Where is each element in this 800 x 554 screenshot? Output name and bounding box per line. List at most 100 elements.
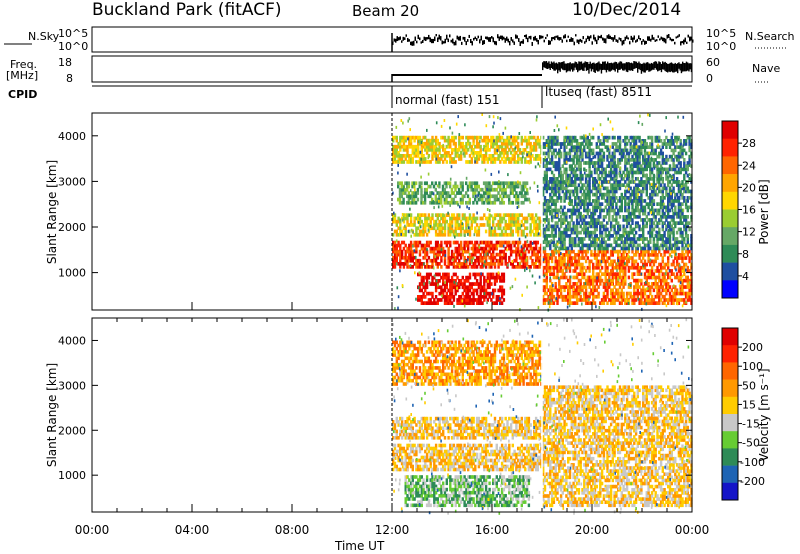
heatmap-cell — [452, 141, 456, 146]
heatmap-cell — [454, 288, 457, 293]
heatmap-cell — [611, 154, 614, 159]
heatmap-cell — [518, 249, 522, 254]
heatmap-cell — [552, 164, 556, 168]
heatmap-cell — [554, 243, 557, 248]
heatmap-cell — [609, 227, 613, 232]
heatmap-cell — [472, 295, 475, 299]
heatmap-cell — [575, 196, 579, 200]
heatmap-cell — [620, 278, 623, 283]
heatmap-cell — [517, 135, 520, 140]
heatmap-cell — [558, 285, 561, 289]
heatmap-cell — [504, 252, 507, 257]
heatmap-cell — [665, 158, 668, 162]
heatmap-cell — [488, 229, 491, 234]
nsky-sample — [464, 36, 466, 42]
heatmap-cell — [440, 144, 443, 149]
heatmap-cell — [433, 298, 436, 302]
heatmap-cell — [645, 180, 648, 184]
heatmap-cell — [517, 154, 520, 158]
nsky-sample — [609, 35, 611, 40]
heatmap-cell — [606, 202, 609, 206]
heatmap-cell — [658, 167, 661, 172]
heatmap-cell — [563, 148, 566, 153]
heatmap-cell — [406, 223, 409, 227]
heatmap-cell — [599, 148, 602, 153]
heatmap-cell — [602, 294, 606, 299]
heatmap-cell — [567, 177, 570, 181]
heatmap-cell — [640, 142, 643, 146]
heatmap-cell — [622, 196, 625, 200]
heatmap-cell — [434, 200, 437, 205]
heatmap-cell — [642, 253, 645, 257]
heatmap-cell — [470, 298, 473, 302]
heatmap-cell — [592, 164, 595, 168]
heatmap-cell — [465, 243, 468, 248]
heatmap-cell — [617, 237, 620, 241]
heatmap-cell — [599, 142, 602, 146]
heatmap-cell — [547, 218, 550, 222]
heatmap-cell — [531, 154, 534, 158]
heatmap-cell — [667, 180, 670, 184]
heatmap-cell — [665, 161, 668, 165]
heatmap-cell — [656, 208, 659, 213]
heatmap-cell — [509, 191, 513, 195]
heatmap-cell — [486, 184, 489, 189]
heatmap-cell — [508, 216, 511, 221]
heatmap-cell — [522, 246, 525, 251]
heatmap-cell — [654, 294, 657, 299]
heatmap-cell — [608, 208, 611, 213]
heatmap-cell — [592, 288, 595, 293]
heatmap-cell — [672, 142, 675, 146]
heatmap-cell — [434, 141, 438, 146]
heatmap-cell — [511, 223, 514, 227]
heatmap-cell — [497, 191, 500, 195]
heatmap-cell — [647, 161, 650, 165]
heatmap-cell — [593, 243, 597, 248]
heatmap-cell — [649, 208, 652, 213]
heatmap-cell — [568, 173, 572, 178]
heatmap-cell — [599, 211, 602, 216]
freq-unit: [MHz] — [6, 69, 38, 82]
heatmap-cell — [458, 144, 461, 149]
heatmap-cell — [661, 224, 664, 229]
heatmap-cell — [457, 187, 461, 192]
heatmap-cell — [399, 135, 402, 140]
heatmap-cell — [545, 180, 548, 184]
heatmap-cell — [574, 259, 577, 264]
heatmap-cell — [527, 138, 531, 143]
heatmap-cell — [650, 221, 654, 225]
heatmap-cell — [447, 265, 450, 269]
heatmap-cell — [620, 237, 623, 241]
heatmap-cell — [665, 192, 668, 197]
heatmap-cell — [488, 138, 491, 143]
heatmap-cell — [409, 213, 413, 217]
heatmap-cell — [602, 291, 606, 296]
heatmap-cell — [593, 183, 597, 187]
heatmap-cell — [542, 218, 545, 222]
heatmap-cell — [586, 186, 589, 191]
heatmap-cell — [438, 144, 441, 149]
heatmap-cell — [561, 177, 564, 181]
heatmap-cell — [515, 197, 518, 202]
heatmap-cell — [511, 213, 514, 217]
heatmap-cell — [681, 285, 684, 289]
heatmap-cell — [622, 298, 625, 302]
heatmap-cell — [404, 157, 407, 161]
heatmap-cell — [595, 170, 598, 175]
heatmap-cell — [406, 216, 409, 221]
heatmap-cell — [590, 189, 593, 194]
heatmap-cell — [472, 194, 475, 199]
heatmap-cell — [499, 135, 502, 140]
heatmap-cell — [622, 148, 625, 153]
heatmap-cell — [492, 272, 495, 277]
heatmap-cell — [613, 208, 616, 213]
heatmap-cell — [668, 192, 672, 197]
heatmap-cell — [481, 288, 484, 293]
heatmap-cell — [593, 186, 597, 191]
heatmap-cell — [443, 229, 447, 234]
heatmap-cell — [558, 158, 561, 162]
heatmap-cell — [609, 161, 613, 165]
heatmap-cell — [422, 232, 425, 237]
heatmap-cell — [681, 282, 684, 286]
heatmap-cell — [467, 291, 470, 296]
